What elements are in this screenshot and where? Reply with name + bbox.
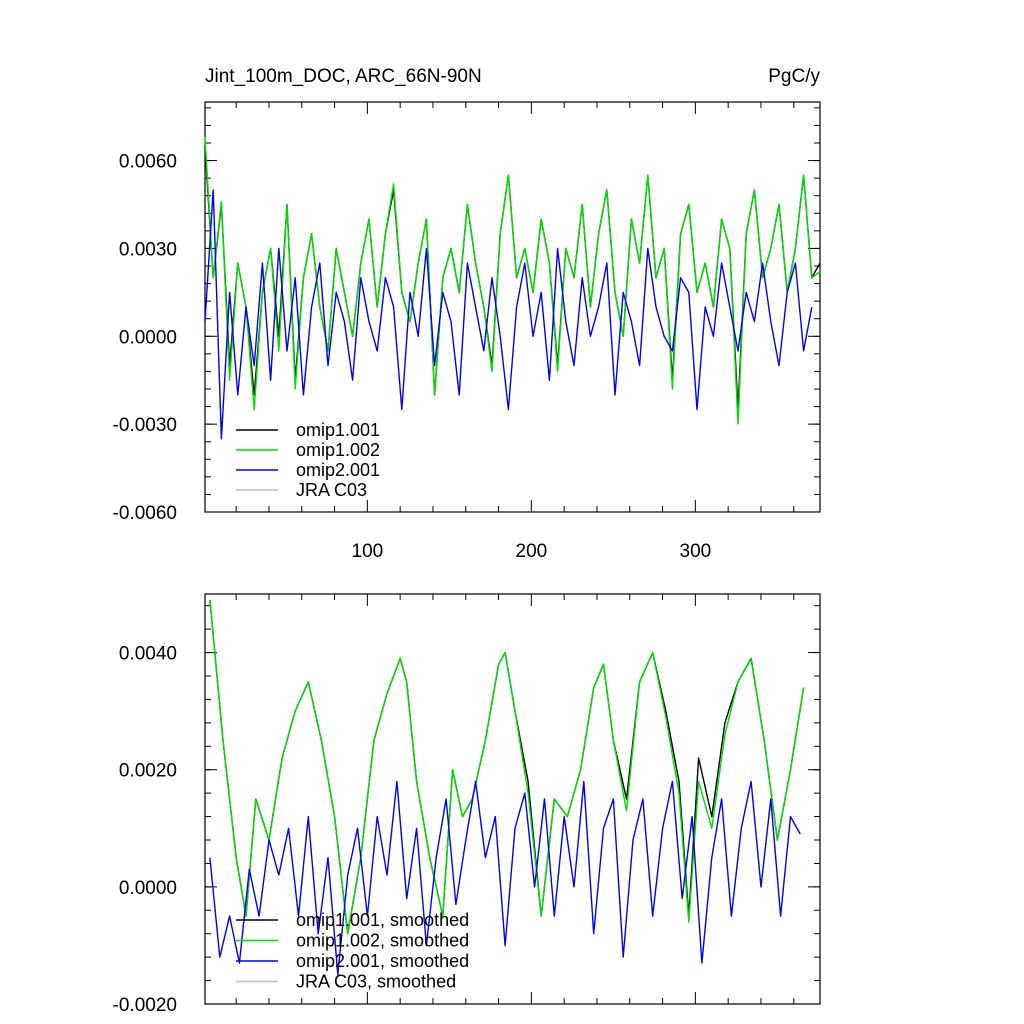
bottom-ytick-label: 0.0020 bbox=[119, 761, 177, 782]
plot-units: PgC/y bbox=[768, 66, 820, 87]
bottom-series-line-omip1-002-smoothed bbox=[209, 599, 805, 935]
top-panel: -0.0060 -0.0030 0.0000 0.0030 0.0060 100 200 30… bbox=[113, 101, 821, 562]
top-ytick-label: 0.0060 bbox=[119, 152, 177, 173]
top-ytick-label: 0.0000 bbox=[119, 327, 177, 348]
bottom-legend-label-omip2-001-smoothed: omip2.001, smoothed bbox=[296, 951, 469, 971]
bottom-ytick-label: 0.0000 bbox=[119, 878, 177, 899]
bottom-legend-label-jra-c03-smoothed: JRA C03, smoothed bbox=[296, 972, 456, 992]
top-ytick-label: -0.0060 bbox=[113, 503, 177, 524]
top-series-line-omip1-002 bbox=[204, 137, 821, 425]
bottom-panel: -0.0020 0.0000 0.0020 0.0040 omip1.001, smoo… bbox=[113, 593, 821, 1016]
bottom-ytick-label: -0.0020 bbox=[113, 995, 177, 1016]
top-series-line-omip2-001 bbox=[204, 189, 813, 440]
top-xtick-label: 300 bbox=[680, 541, 712, 562]
bottom-legend-label-omip1-001-smoothed: omip1.001, smoothed bbox=[296, 910, 469, 930]
bottom-ytick-label: 0.0040 bbox=[119, 644, 177, 665]
plot-title: Jint_100m_DOC, ARC_66N-90N bbox=[205, 66, 482, 87]
top-ytick-label: -0.0030 bbox=[113, 415, 177, 436]
top-legend-label-omip1-001: omip1.001 bbox=[296, 420, 380, 440]
bottom-legend-label-omip1-002-smoothed: omip1.002, smoothed bbox=[296, 931, 469, 951]
top-xtick-label: 200 bbox=[516, 541, 548, 562]
top-xtick-label: 100 bbox=[352, 541, 384, 562]
top-legend-label-omip1-002: omip1.002 bbox=[296, 440, 380, 460]
top-ytick-label: 0.0030 bbox=[119, 239, 177, 260]
bottom-series-line-omip2-001-smoothed bbox=[209, 780, 801, 976]
top-plot-frame bbox=[204, 101, 821, 513]
top-legend-label-jra-c03: JRA C03 bbox=[296, 480, 367, 500]
bottom-plot-frame bbox=[204, 593, 821, 1005]
top-legend-label-omip2-001: omip2.001 bbox=[296, 460, 380, 480]
